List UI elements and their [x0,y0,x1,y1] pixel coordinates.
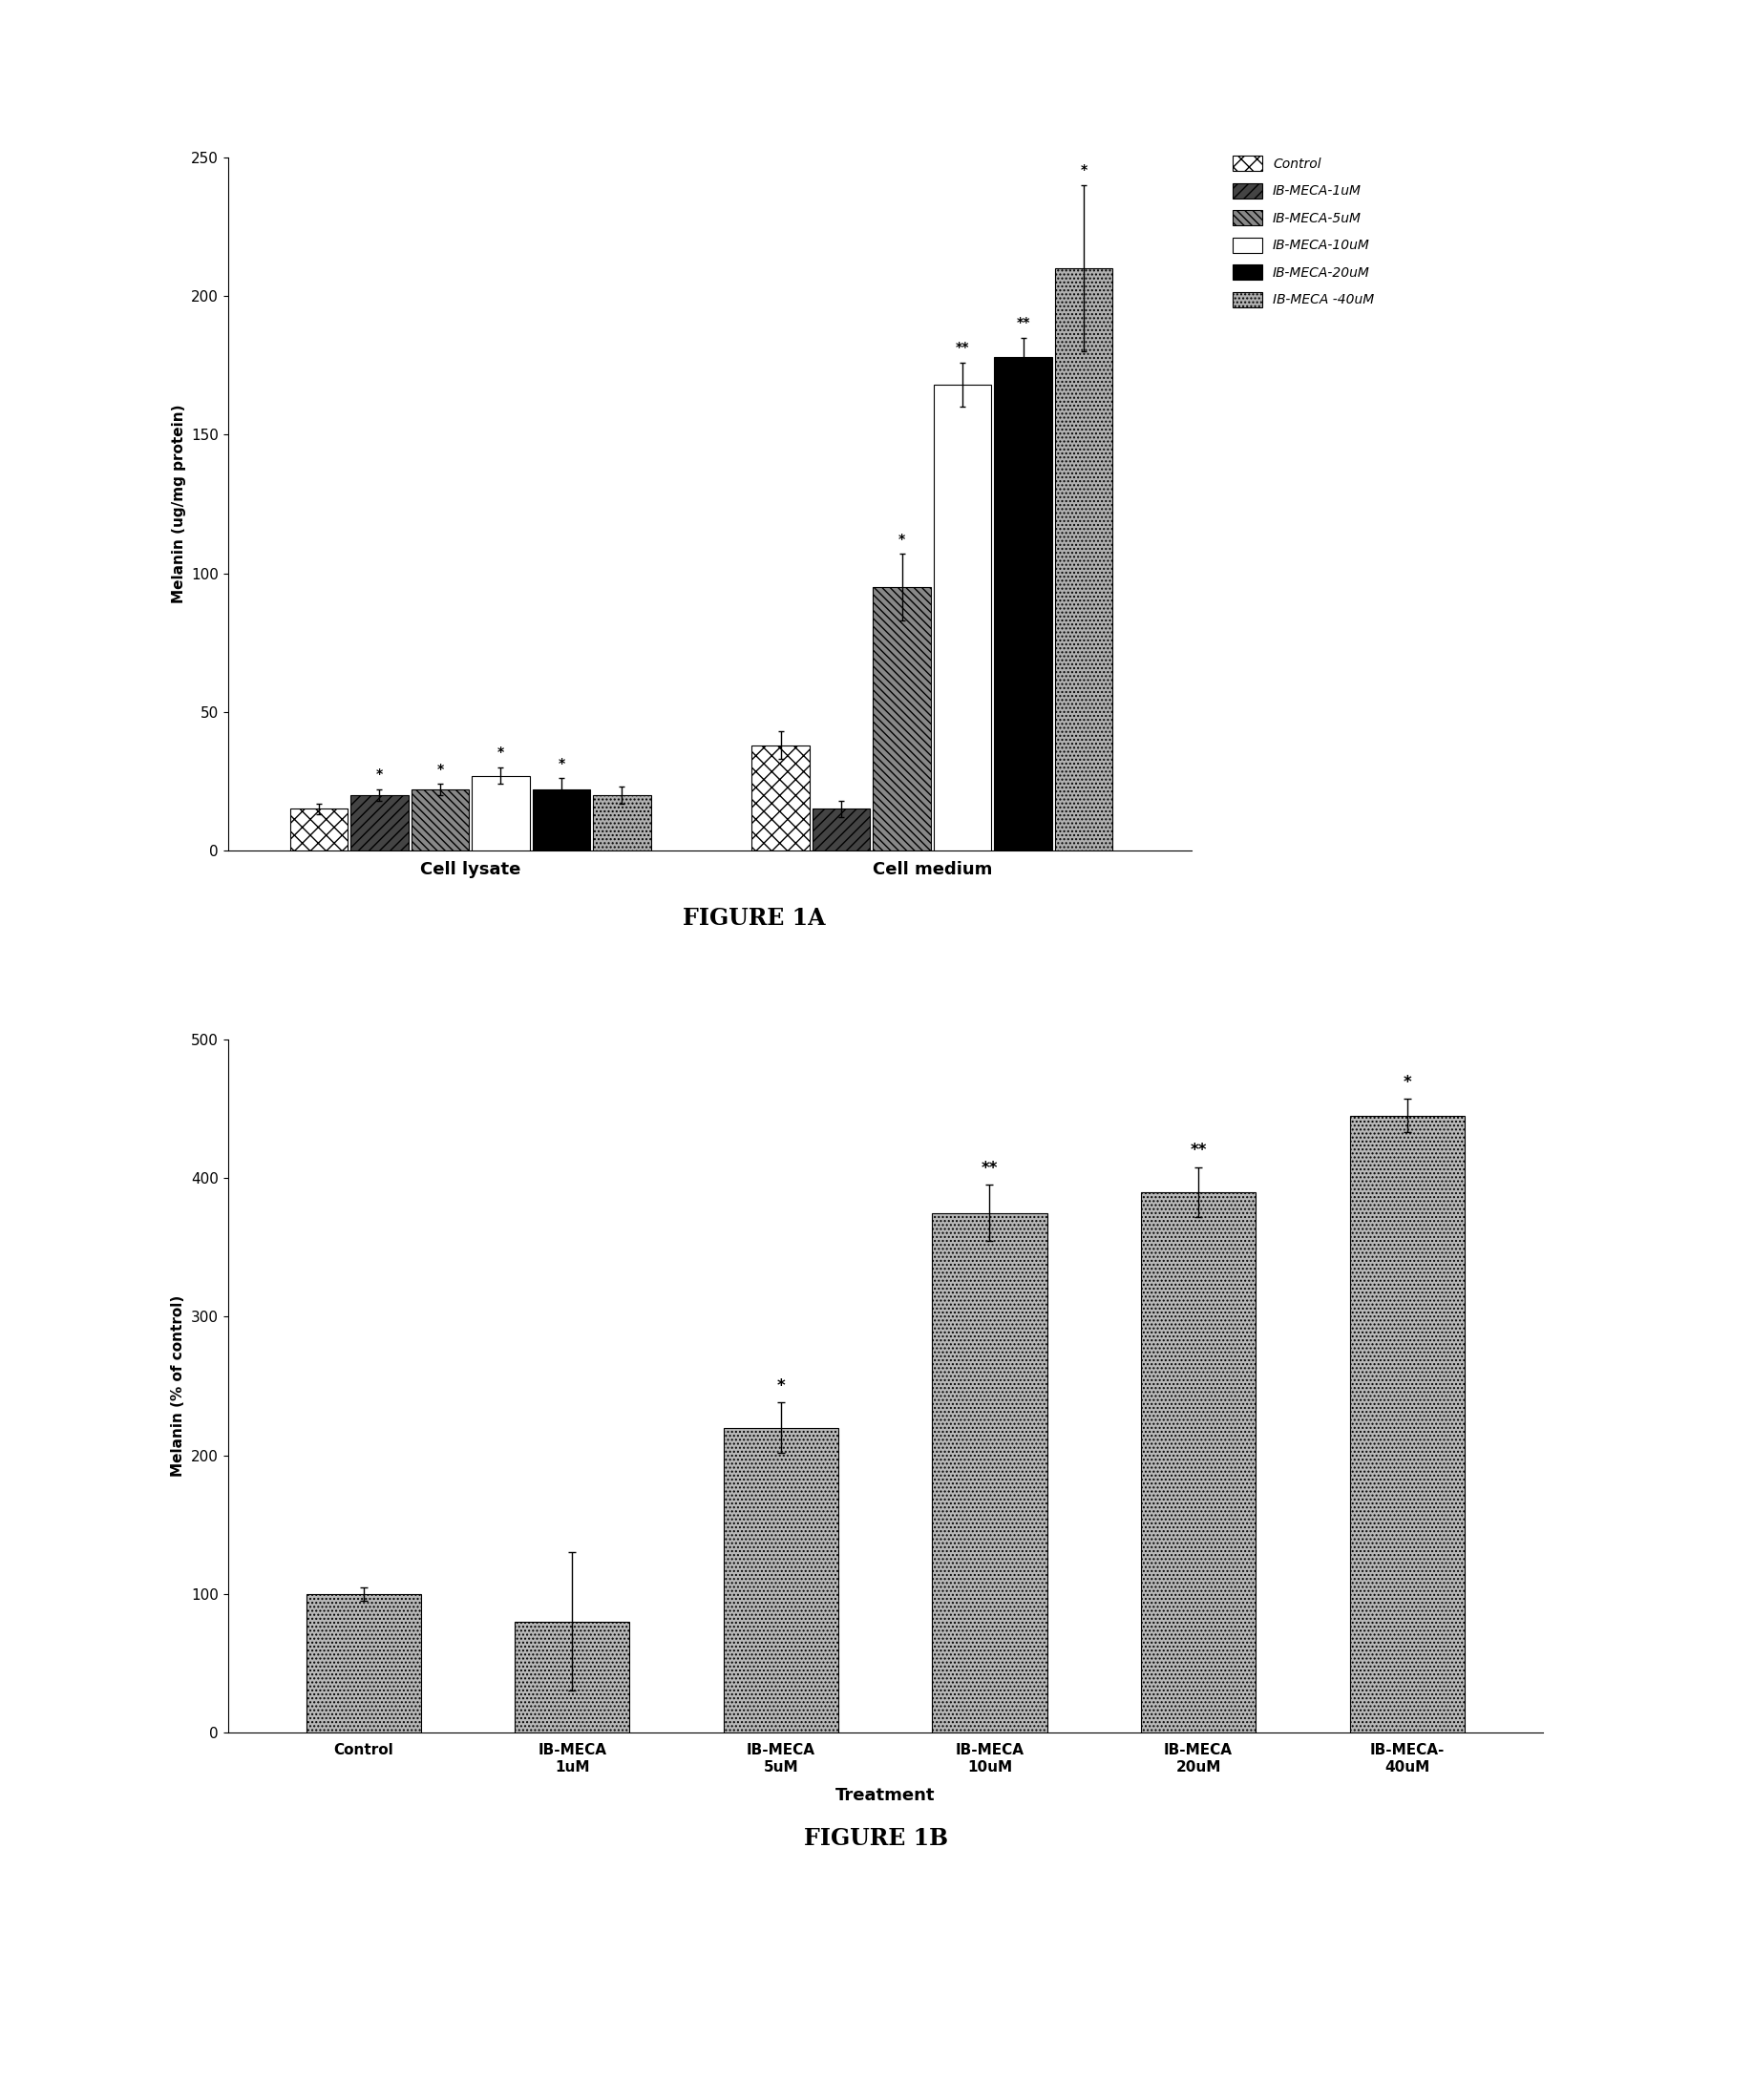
Text: *: * [375,769,382,781]
Bar [307,1594,421,1732]
Bar [1141,1193,1255,1732]
Text: *: * [436,762,444,775]
Bar [812,808,869,850]
Bar [994,357,1052,850]
Bar [933,1214,1047,1732]
Bar [533,790,591,851]
Bar [934,384,992,850]
Y-axis label: Melanin (ug/mg protein): Melanin (ug/mg protein) [172,405,186,603]
Y-axis label: Melanin (% of control): Melanin (% of control) [172,1296,186,1476]
X-axis label: Treatment: Treatment [836,1787,934,1804]
Bar [873,588,931,851]
Bar [752,746,810,851]
Bar [1055,269,1113,851]
Text: **: ** [1017,315,1031,330]
Bar [593,796,650,850]
Text: FIGURE 1A: FIGURE 1A [682,907,826,930]
Text: **: ** [1190,1142,1206,1159]
Text: *: * [777,1378,785,1394]
Text: FIGURE 1B: FIGURE 1B [805,1827,948,1850]
Text: *: * [1080,164,1087,176]
Legend: Control, IB-MECA-1uM, IB-MECA-5uM, IB-MECA-10uM, IB-MECA-20uM, IB-MECA -40uM: Control, IB-MECA-1uM, IB-MECA-5uM, IB-ME… [1227,151,1380,313]
Text: *: * [557,756,564,771]
Text: **: ** [955,340,969,355]
Text: **: ** [982,1159,997,1176]
Bar [412,790,470,851]
Bar [724,1428,838,1732]
Bar [289,808,347,850]
Text: *: * [1402,1073,1411,1090]
Bar [472,775,529,850]
Bar [1350,1115,1464,1732]
Bar [351,796,408,850]
Bar [515,1621,629,1732]
Text: *: * [899,531,905,546]
Text: *: * [498,746,505,758]
